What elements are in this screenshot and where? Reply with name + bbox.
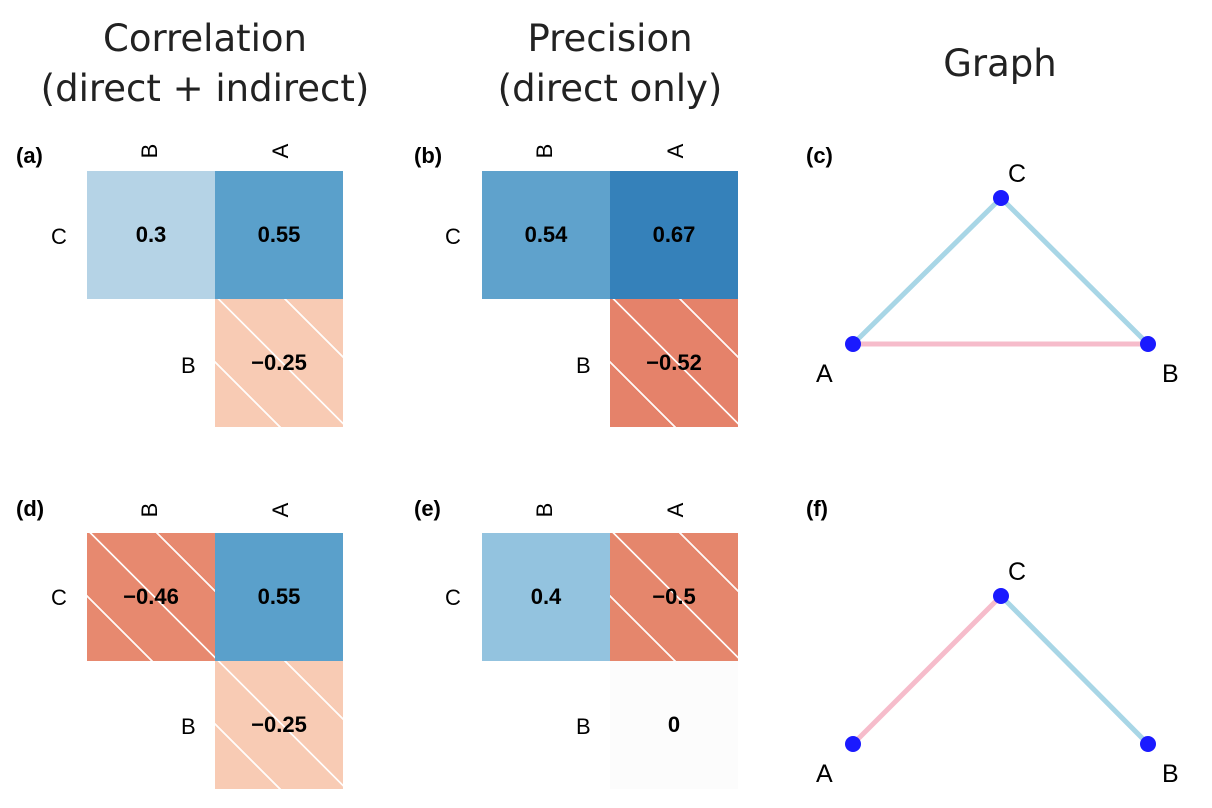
cell-value: 0.55 [257,584,301,609]
column-title-line1: Correlation [102,17,308,60]
column-title-graph: Graph [900,39,1100,89]
heatmap-cell: −0.52 [610,299,738,427]
graph-edge [999,196,1150,346]
graph-node [993,588,1009,604]
cell-value: 0 [667,712,681,737]
row-label-b: B [181,714,196,739]
heatmap-cell: 0.55 [215,171,343,299]
heatmap-cell: −0.25 [215,661,343,789]
panel-label-f: (f) [806,496,828,521]
panel-label-c: (c) [806,143,833,168]
column-title-line2: (direct + indirect) [40,67,370,110]
column-title-line2: (direct only) [497,67,723,110]
node-label-b: B [1162,360,1179,388]
row-label-b: B [576,714,591,739]
node-label-b: B [1162,760,1179,788]
graph-node [845,736,861,752]
cell-value: 0.67 [652,222,696,247]
cell-value: −0.5 [652,584,696,609]
graph-node [845,336,861,352]
row-label-c: C [51,224,67,249]
panel-label-a: (a) [16,143,43,168]
cell-value: 0.55 [257,222,301,247]
heatmap-cell: 0 [610,661,738,789]
row-label-c: C [445,224,461,249]
cell-value: −0.52 [646,350,702,375]
node-label-c: C [1008,558,1026,586]
cell-value: −0.46 [123,584,179,609]
node-label-c: C [1008,160,1026,188]
heatmap-cell: −0.5 [610,533,738,661]
heatmap-cell: −0.46 [87,533,215,661]
heatmap-cell: 0.4 [482,533,610,661]
cell-value: −0.25 [251,712,307,737]
graph-edge [999,594,1150,746]
cell-value: 0.3 [135,222,167,247]
heatmap-cell: 0.54 [482,171,610,299]
column-title-line1: Graph [943,42,1057,85]
graph-node [993,190,1009,206]
column-title-correlation: Correlation (direct + indirect) [20,14,390,114]
panel-label-e: (e) [414,496,441,521]
cell-value: −0.25 [251,350,307,375]
graph-edge [851,594,1003,746]
heatmap-cell: 0.55 [215,533,343,661]
row-label-b: B [181,353,196,378]
panel-label-b: (b) [414,143,443,168]
node-label-a: A [816,360,833,388]
row-label-c: C [445,585,461,610]
cell-value: 0.54 [524,222,568,247]
heatmap-cell: 0.3 [87,171,215,299]
node-label-a: A [816,760,833,788]
graph-edge [851,196,1003,346]
graph-node [1140,736,1156,752]
row-label-c: C [51,585,67,610]
cell-value: 0.4 [530,584,562,609]
heatmap-cell: 0.67 [610,171,738,299]
heatmap-cell: −0.25 [215,299,343,427]
column-title-line1: Precision [527,17,693,60]
column-title-precision: Precision (direct only) [430,14,790,114]
row-label-b: B [576,353,591,378]
panel-label-d: (d) [16,496,45,521]
graph-node [1140,336,1156,352]
